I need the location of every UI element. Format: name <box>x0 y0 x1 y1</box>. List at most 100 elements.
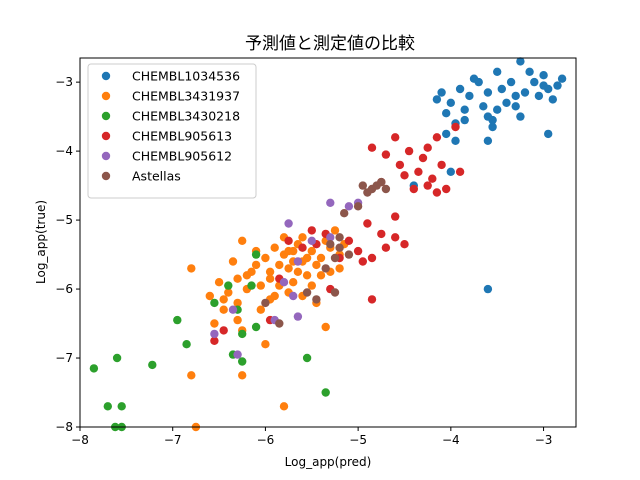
data-point <box>335 264 344 273</box>
data-point <box>293 257 303 266</box>
y-tick-label: −7 <box>55 351 73 365</box>
data-point <box>391 233 400 242</box>
data-point <box>326 240 335 249</box>
data-point <box>432 133 442 142</box>
data-point <box>344 236 354 245</box>
legend-label: Astellas <box>132 169 181 184</box>
data-point <box>511 91 520 101</box>
data-point <box>261 298 270 308</box>
data-point <box>238 371 247 380</box>
plot-frame <box>79 57 577 428</box>
data-point <box>173 315 182 325</box>
legend-marker <box>101 111 111 121</box>
series-1 <box>187 226 349 432</box>
legend-frame <box>87 63 257 199</box>
data-point <box>219 326 228 335</box>
data-point <box>238 329 247 339</box>
data-point <box>483 136 493 145</box>
data-point <box>483 284 493 294</box>
data-point <box>238 236 247 245</box>
y-tick-label: −3 <box>55 75 73 89</box>
data-point <box>251 250 261 259</box>
data-point <box>404 146 414 156</box>
data-point <box>391 212 400 221</box>
data-point <box>381 184 391 194</box>
data-point <box>363 219 372 228</box>
data-point <box>210 329 219 339</box>
data-point <box>442 129 451 139</box>
data-point <box>428 174 437 183</box>
data-point <box>302 288 312 297</box>
data-point <box>465 91 474 101</box>
data-point <box>525 67 534 77</box>
data-point <box>377 177 386 187</box>
data-point <box>330 253 340 263</box>
legend-marker <box>101 71 111 81</box>
data-point <box>284 264 293 273</box>
data-point <box>284 246 293 256</box>
data-point <box>455 167 465 176</box>
data-point <box>553 81 562 90</box>
data-point <box>446 167 455 176</box>
chart-title: 予測値と測定値の比較 <box>245 34 415 54</box>
data-point <box>493 105 502 114</box>
data-point <box>506 77 516 87</box>
data-point <box>219 305 228 314</box>
data-point <box>488 115 497 125</box>
data-point <box>233 350 242 359</box>
data-point <box>358 181 367 190</box>
data-point <box>451 136 460 145</box>
data-point <box>251 260 261 270</box>
data-point <box>353 246 363 256</box>
data-point <box>326 198 335 207</box>
x-axis-label: Log_app(pred) <box>285 455 372 469</box>
data-point <box>432 95 442 104</box>
data-point <box>335 233 344 242</box>
data-point <box>493 67 502 77</box>
data-point <box>474 77 483 87</box>
data-point <box>488 122 497 132</box>
data-point <box>210 336 219 345</box>
data-point <box>381 150 391 159</box>
data-point <box>302 253 312 263</box>
data-point <box>256 281 265 290</box>
data-point <box>279 278 289 287</box>
data-point <box>298 243 307 252</box>
data-point <box>265 267 275 276</box>
data-point <box>182 340 191 349</box>
data-point <box>187 371 196 380</box>
x-tick-label: −4 <box>442 433 460 447</box>
data-point <box>367 143 377 152</box>
data-point <box>367 295 377 304</box>
legend-marker <box>101 171 111 181</box>
data-point <box>117 402 126 411</box>
data-point <box>502 98 511 108</box>
data-point <box>479 102 488 111</box>
legend-marker <box>101 151 111 161</box>
data-point <box>261 340 270 349</box>
data-point <box>312 295 321 304</box>
data-point <box>148 360 157 370</box>
data-point <box>437 88 446 97</box>
data-point <box>293 312 303 321</box>
data-point <box>460 115 469 125</box>
data-point <box>544 129 553 139</box>
data-point <box>539 71 548 80</box>
series-5 <box>261 177 391 328</box>
legend-label: CHEMBL3431937 <box>132 89 240 104</box>
data-point <box>289 291 298 301</box>
data-point <box>307 236 316 245</box>
series-3 <box>210 122 465 345</box>
data-point <box>455 84 465 94</box>
y-tick-label: −6 <box>55 282 73 296</box>
data-point <box>377 229 386 239</box>
data-point <box>284 236 293 245</box>
data-point <box>520 88 530 97</box>
legend-marker <box>101 131 111 141</box>
data-point <box>391 133 400 142</box>
series-4 <box>210 198 363 359</box>
data-point <box>205 291 214 301</box>
y-axis: −8 −7 −6 −5 −4 −3 <box>55 75 80 434</box>
data-point <box>516 57 525 66</box>
